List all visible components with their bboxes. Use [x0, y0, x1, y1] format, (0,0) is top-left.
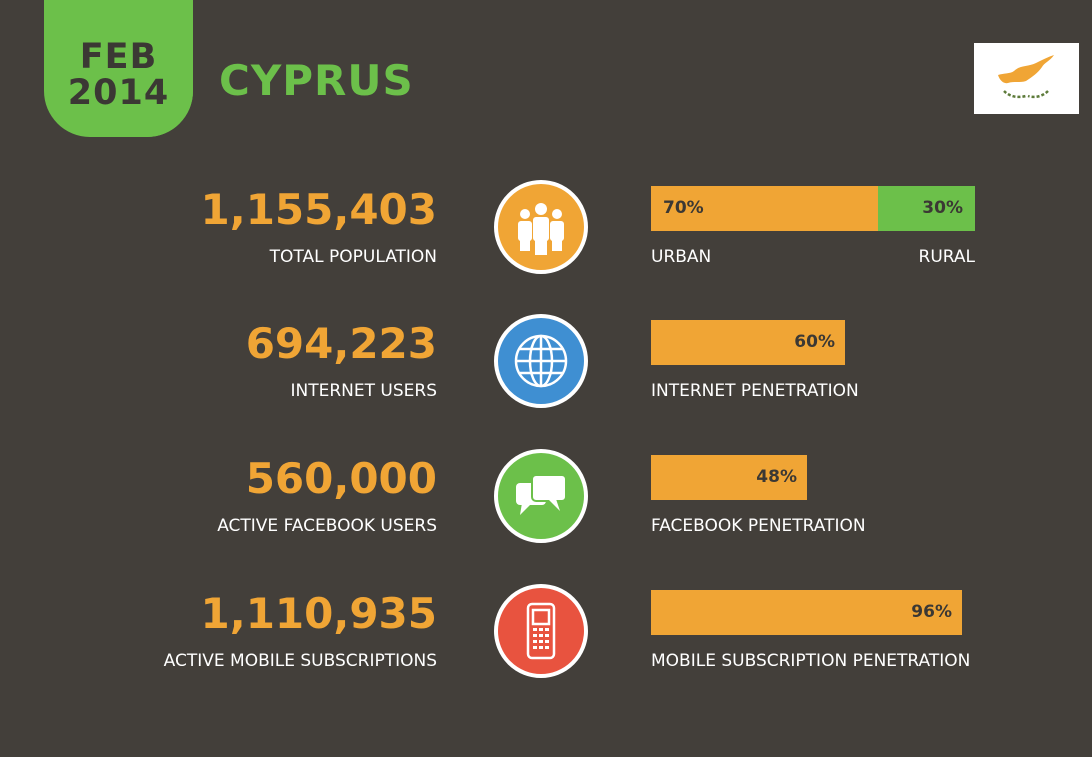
rural-pct: 30%: [922, 198, 963, 218]
mobile-number: 1,110,935: [200, 589, 437, 638]
mobile-penetration-label: MOBILE SUBSCRIPTION PENETRATION: [651, 651, 971, 671]
facebook-number: 560,000: [245, 454, 437, 503]
internet-pct: 60%: [794, 332, 835, 352]
mobile-label: ACTIVE MOBILE SUBSCRIPTIONS: [163, 651, 437, 671]
facebook-bar-track: 48%: [651, 455, 975, 500]
internet-label: INTERNET USERS: [290, 381, 438, 401]
facebook-row: 560,000 ACTIVE FACEBOOK USERS 48% FACEBO…: [0, 449, 1092, 575]
internet-penetration-label: INTERNET PENETRATION: [651, 381, 859, 401]
facebook-label: ACTIVE FACEBOOK USERS: [217, 516, 437, 536]
internet-bar: [651, 320, 845, 365]
date-tab: FEB 2014: [44, 0, 193, 137]
facebook-icon-circle: [494, 449, 588, 543]
internet-row: 694,223 INTERNET USERS 60% INTERNET PENE…: [0, 314, 1092, 440]
internet-bar-track: 60%: [651, 320, 975, 365]
population-row: 1,155,403 TOTAL POPULATION 70% 30% URBAN…: [0, 180, 1092, 306]
people-icon: [518, 203, 564, 255]
country-title: CYPRUS: [219, 56, 414, 105]
mobile-bar: [651, 590, 962, 635]
rural-label: RURAL: [918, 247, 975, 267]
population-number: 1,155,403: [200, 185, 437, 234]
mobile-phone-icon: [526, 602, 556, 660]
globe-icon: [514, 334, 568, 388]
facebook-pct: 48%: [756, 467, 797, 487]
rural-bar: [878, 186, 975, 231]
mobile-bar-track: 96%: [651, 590, 975, 635]
internet-number: 694,223: [245, 319, 437, 368]
facebook-penetration-label: FACEBOOK PENETRATION: [651, 516, 866, 536]
mobile-icon-circle: [494, 584, 588, 678]
date-year: 2014: [67, 73, 170, 113]
urban-label: URBAN: [651, 247, 712, 267]
chat-bubbles-icon: [516, 474, 567, 515]
cyprus-flag-icon: [974, 43, 1079, 114]
internet-icon-circle: [494, 314, 588, 408]
population-icon-circle: [494, 180, 588, 274]
mobile-row: 1,110,935 ACTIVE MOBILE SUBSCRIPTIONS 96…: [0, 584, 1092, 710]
date-month: FEB: [79, 37, 158, 77]
urban-rural-bar: 70% 30%: [651, 186, 975, 231]
urban-bar: [651, 186, 878, 231]
urban-pct: 70%: [663, 198, 704, 218]
facebook-bar: [651, 455, 807, 500]
mobile-pct: 96%: [911, 602, 952, 622]
population-label: TOTAL POPULATION: [269, 247, 437, 267]
